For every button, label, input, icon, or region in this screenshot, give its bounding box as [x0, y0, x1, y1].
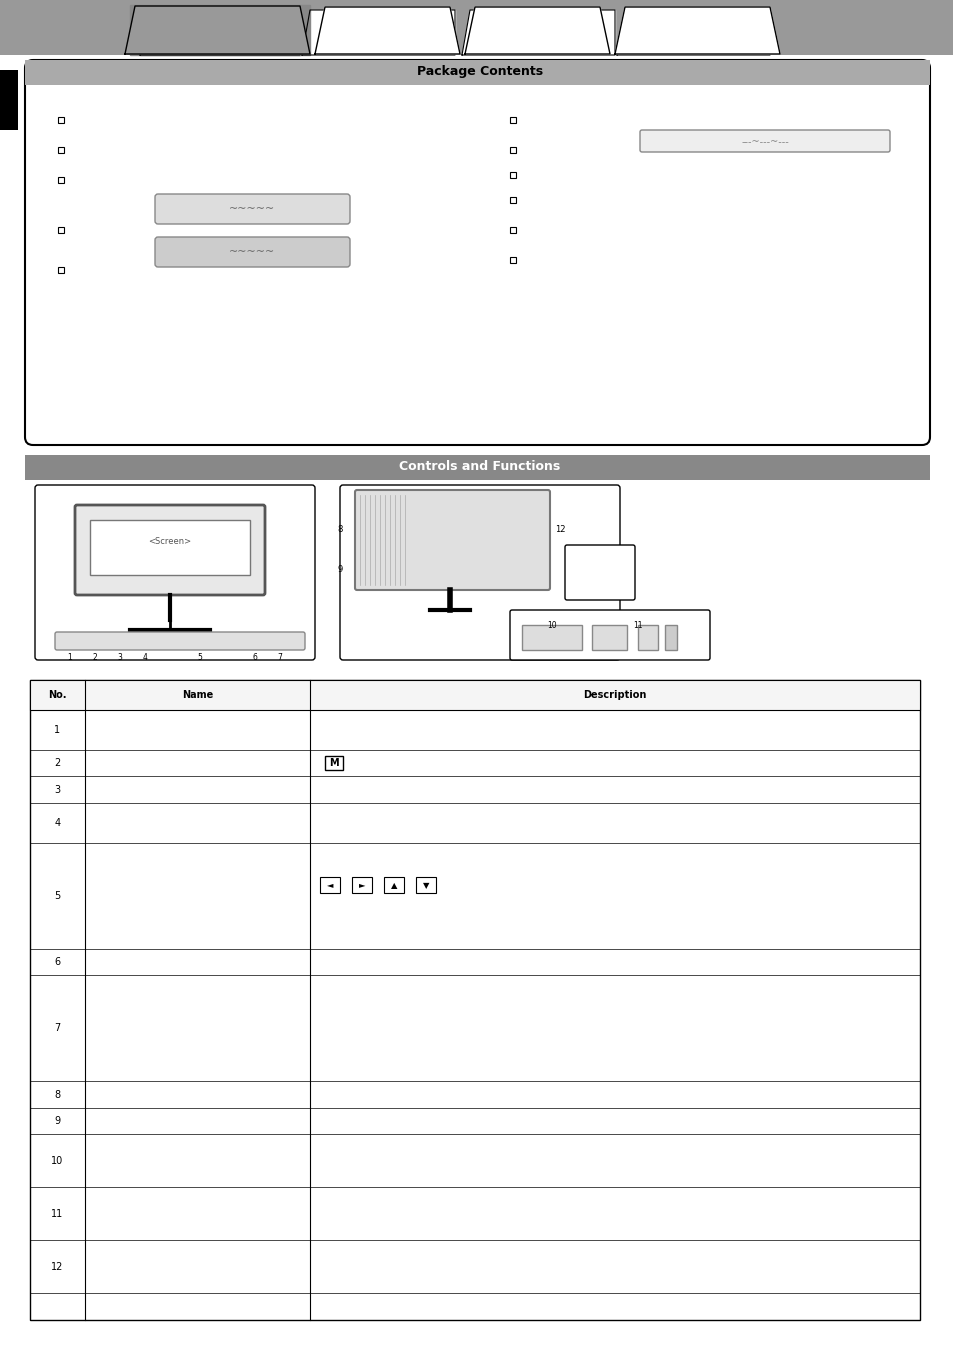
FancyBboxPatch shape	[339, 485, 619, 660]
Text: Description: Description	[582, 690, 646, 701]
Polygon shape	[615, 7, 780, 54]
Bar	[510, 147, 516, 153]
Text: 6: 6	[54, 957, 60, 967]
Text: 5: 5	[54, 891, 61, 900]
FancyBboxPatch shape	[564, 545, 635, 599]
Text: ◄: ◄	[327, 880, 333, 890]
Polygon shape	[125, 5, 310, 54]
Bar	[30, 680, 919, 1320]
Text: Name: Name	[182, 690, 213, 701]
Text: ~~~~~: ~~~~~	[229, 204, 274, 215]
Bar	[58, 177, 64, 184]
Bar	[664, 625, 677, 649]
Text: 7: 7	[54, 1023, 61, 1033]
Bar	[510, 256, 516, 263]
Text: M: M	[329, 759, 338, 768]
Polygon shape	[302, 9, 455, 55]
Bar	[58, 147, 64, 153]
Bar	[510, 227, 516, 234]
Polygon shape	[461, 9, 615, 55]
Bar	[352, 878, 372, 894]
Text: 4: 4	[54, 818, 60, 828]
Bar	[510, 197, 516, 202]
Bar	[58, 227, 64, 234]
FancyBboxPatch shape	[355, 490, 550, 590]
Bar	[416, 878, 436, 894]
FancyBboxPatch shape	[55, 632, 305, 649]
Bar	[0, 70, 18, 130]
Polygon shape	[464, 7, 609, 54]
Text: 12: 12	[51, 1262, 64, 1272]
Bar	[638, 625, 658, 649]
Text: Controls and Functions: Controls and Functions	[399, 460, 560, 474]
Bar	[510, 117, 516, 123]
Text: 10: 10	[547, 621, 557, 630]
Bar	[0, 0, 953, 55]
Text: No.: No.	[49, 690, 67, 701]
Text: ▲: ▲	[391, 880, 396, 890]
Polygon shape	[617, 9, 769, 55]
Text: 11: 11	[51, 1208, 64, 1219]
Text: 9: 9	[337, 566, 343, 575]
Text: 8: 8	[54, 1089, 60, 1099]
Bar	[25, 59, 929, 85]
Text: <Screen>: <Screen>	[149, 537, 192, 547]
FancyBboxPatch shape	[35, 485, 314, 660]
Text: 10: 10	[51, 1156, 64, 1166]
FancyBboxPatch shape	[510, 610, 709, 660]
Text: 8: 8	[337, 525, 343, 535]
Text: 3: 3	[54, 784, 60, 795]
Bar	[58, 267, 64, 273]
Text: ►: ►	[358, 880, 365, 890]
Polygon shape	[130, 5, 310, 55]
Bar	[592, 625, 626, 649]
Bar	[58, 117, 64, 123]
Text: 7: 7	[277, 652, 282, 662]
Text: 2: 2	[54, 759, 61, 768]
Text: 1: 1	[54, 725, 60, 734]
Bar	[325, 756, 343, 770]
Polygon shape	[314, 7, 459, 54]
Bar	[521, 625, 581, 649]
FancyBboxPatch shape	[154, 194, 350, 224]
Bar	[510, 171, 516, 178]
FancyBboxPatch shape	[75, 505, 265, 595]
Text: ~~~~~: ~~~~~	[229, 247, 274, 256]
Bar	[384, 878, 403, 894]
Text: 2: 2	[92, 652, 97, 662]
FancyBboxPatch shape	[25, 59, 929, 446]
FancyBboxPatch shape	[639, 130, 889, 153]
Text: ---~---~---: ---~---~---	[740, 136, 788, 146]
FancyBboxPatch shape	[154, 238, 350, 267]
Text: 9: 9	[54, 1116, 60, 1126]
Text: 11: 11	[633, 621, 642, 630]
Text: ▼: ▼	[422, 880, 429, 890]
Bar	[0, 0, 953, 55]
Text: 12: 12	[555, 525, 565, 535]
Polygon shape	[140, 7, 299, 55]
Bar	[30, 680, 919, 710]
Text: 3: 3	[117, 652, 122, 662]
Text: 1: 1	[68, 652, 72, 662]
Text: 6: 6	[253, 652, 257, 662]
Text: 4: 4	[142, 652, 148, 662]
Text: Package Contents: Package Contents	[416, 66, 542, 78]
Bar	[319, 878, 339, 894]
Bar	[25, 455, 929, 481]
Bar	[90, 520, 250, 575]
Text: 5: 5	[197, 652, 202, 662]
